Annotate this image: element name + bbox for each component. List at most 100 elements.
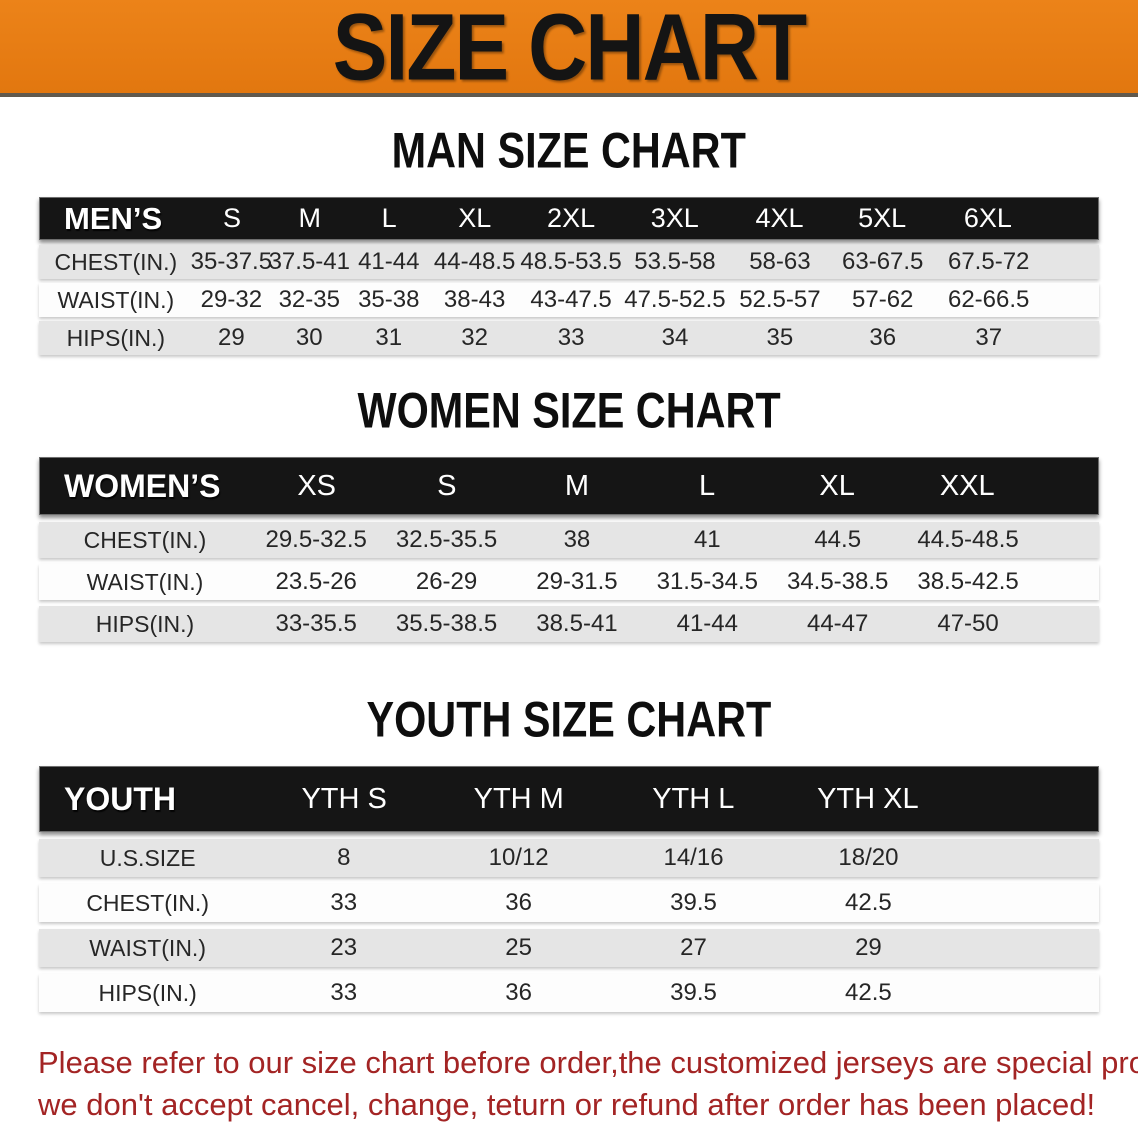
size-value-cell: 25 <box>505 934 532 961</box>
size-value-cell: 52.5-57 <box>739 286 821 313</box>
size-column-header: YTH S <box>301 782 387 815</box>
size-value-cell: 27 <box>680 934 707 961</box>
size-value-cell: 44-48.5 <box>433 248 516 275</box>
size-value-cell: 41-44 <box>676 610 738 637</box>
size-value-cell: 30 <box>295 324 323 351</box>
size-value-cell: 14/16 <box>663 844 724 871</box>
youth-table-header-row: YOUTH YTH S YTH M YTH L YTH XL <box>39 766 1099 832</box>
size-column-header: YTH M <box>473 782 564 815</box>
spacer-cell <box>955 767 1098 831</box>
size-value-cell: 37 <box>975 324 1003 351</box>
size-value-cell: 23.5-26 <box>275 568 357 595</box>
size-value-cell: 36 <box>505 889 532 916</box>
size-value-cell: 63-67.5 <box>842 248 924 275</box>
women-table-header-row: WOMEN’S XS S M L XL XXL <box>39 457 1099 515</box>
row-label: WAIST(IN.) <box>86 568 204 595</box>
size-column-header: XL <box>819 469 855 502</box>
size-value-cell: 41-44 <box>358 248 420 275</box>
men-table-header-row: MEN’S S M L XL 2XL 3XL 4XL 5XL 6XL <box>39 197 1099 240</box>
men-section-heading: MAN SIZE CHART <box>391 121 747 179</box>
size-value-cell: 42.5 <box>845 889 892 916</box>
youth-hips-row: HIPS(IN.) 33 36 39.5 42.5 <box>39 974 1099 1012</box>
size-value-cell: 58-63 <box>749 248 811 275</box>
size-value-cell: 35.5-38.5 <box>395 610 498 637</box>
men-chest-row: CHEST(IN.) 35-37.5 37.5-41 41-44 44-48.5… <box>39 245 1099 279</box>
banner: SIZE CHART <box>0 0 1138 97</box>
spacer-cell <box>1044 321 1099 355</box>
row-label: CHEST(IN.) <box>54 248 178 275</box>
size-value-cell: 37.5-41 <box>268 248 350 275</box>
size-column-header: XXL <box>939 469 995 502</box>
size-value-cell: 35-38 <box>358 286 420 313</box>
size-value-cell: 53.5-58 <box>634 248 716 275</box>
row-label: WAIST(IN.) <box>57 286 175 313</box>
size-value-cell: 39.5 <box>670 889 717 916</box>
youth-size-table: YOUTH YTH S YTH M YTH L YTH XL U.S.SIZE … <box>39 766 1099 1012</box>
spacer-cell <box>956 884 1099 922</box>
size-value-cell: 33 <box>330 979 358 1006</box>
size-value-cell: 26-29 <box>415 568 478 595</box>
size-value-cell: 29 <box>218 324 245 351</box>
size-value-cell: 41 <box>693 526 721 553</box>
size-column-header: YTH L <box>652 782 735 815</box>
size-column-header: S <box>437 469 457 502</box>
youth-section-heading: YOUTH SIZE CHART <box>366 690 772 748</box>
size-value-cell: 48.5-53.5 <box>520 248 622 275</box>
size-value-cell: 31.5-34.5 <box>656 568 759 595</box>
size-value-cell: 38 <box>563 526 591 553</box>
size-column-header: 3XL <box>650 203 699 233</box>
women-section-heading: WOMEN SIZE CHART <box>357 381 781 439</box>
size-value-cell: 44-47 <box>806 610 869 637</box>
size-value-cell: 44.5 <box>814 526 862 553</box>
size-value-cell: 34.5-38.5 <box>786 568 889 595</box>
size-column-header: 5XL <box>858 203 907 233</box>
disclaimer-line-2: we don't accept cancel, change, teturn o… <box>38 1087 1096 1122</box>
youth-waist-row: WAIST(IN.) 23 25 27 29 <box>39 929 1099 967</box>
men-table-label: MEN’S <box>64 200 163 236</box>
men-waist-row: WAIST(IN.) 29-32 32-35 35-38 38-43 43-47… <box>39 283 1099 317</box>
size-column-header: M <box>564 469 589 502</box>
size-value-cell: 57-62 <box>852 286 914 313</box>
spacer-cell <box>1043 198 1098 239</box>
size-value-cell: 38.5-41 <box>536 610 618 637</box>
size-value-cell: 18/20 <box>838 844 899 871</box>
youth-table-label: YOUTH <box>64 780 176 817</box>
disclaimer-line-1: Please refer to our size chart before or… <box>38 1045 1138 1080</box>
size-value-cell: 35 <box>766 324 794 351</box>
size-value-cell: 44.5-48.5 <box>917 526 1019 553</box>
row-label: U.S.SIZE <box>99 844 196 871</box>
row-label: HIPS(IN.) <box>98 979 197 1006</box>
youth-chest-row: CHEST(IN.) 33 36 39.5 42.5 <box>39 884 1099 922</box>
size-value-cell: 10/12 <box>488 844 549 871</box>
size-value-cell: 36 <box>505 979 532 1006</box>
women-waist-row: WAIST(IN.) 23.5-26 26-29 29-31.5 31.5-34… <box>39 564 1099 600</box>
size-value-cell: 39.5 <box>670 979 717 1006</box>
size-value-cell: 34 <box>661 324 689 351</box>
size-column-header: 4XL <box>755 203 804 233</box>
spacer-cell <box>1033 606 1099 642</box>
row-label: HIPS(IN.) <box>95 610 195 637</box>
size-value-cell: 29-32 <box>200 286 263 313</box>
youth-ussize-row: U.S.SIZE 8 10/12 14/16 18/20 <box>39 839 1099 877</box>
size-value-cell: 8 <box>337 844 351 871</box>
size-value-cell: 38.5-42.5 <box>917 568 1019 595</box>
size-column-header: 2XL <box>547 203 596 233</box>
size-column-header: XS <box>297 469 336 502</box>
spacer-cell <box>1044 245 1099 279</box>
size-value-cell: 35-37.5 <box>190 248 273 275</box>
row-label: WAIST(IN.) <box>89 934 206 961</box>
row-label: CHEST(IN.) <box>86 889 209 916</box>
size-value-cell: 62-66.5 <box>947 286 1030 313</box>
women-size-table: WOMEN’S XS S M L XL XXL CHEST(IN.) 29.5-… <box>39 457 1099 642</box>
size-value-cell: 42.5 <box>845 979 892 1006</box>
size-column-header: 6XL <box>963 203 1012 233</box>
size-value-cell: 36 <box>869 324 897 351</box>
spacer-cell <box>1032 458 1098 514</box>
size-value-cell: 32 <box>461 324 488 351</box>
order-disclaimer: Please refer to our size chart before or… <box>38 1042 1138 1126</box>
size-value-cell: 23 <box>330 934 358 961</box>
spacer-cell <box>956 839 1099 877</box>
women-chest-row: CHEST(IN.) 29.5-32.5 32.5-35.5 38 41 44.… <box>39 522 1099 558</box>
size-value-cell: 32.5-35.5 <box>395 526 498 553</box>
